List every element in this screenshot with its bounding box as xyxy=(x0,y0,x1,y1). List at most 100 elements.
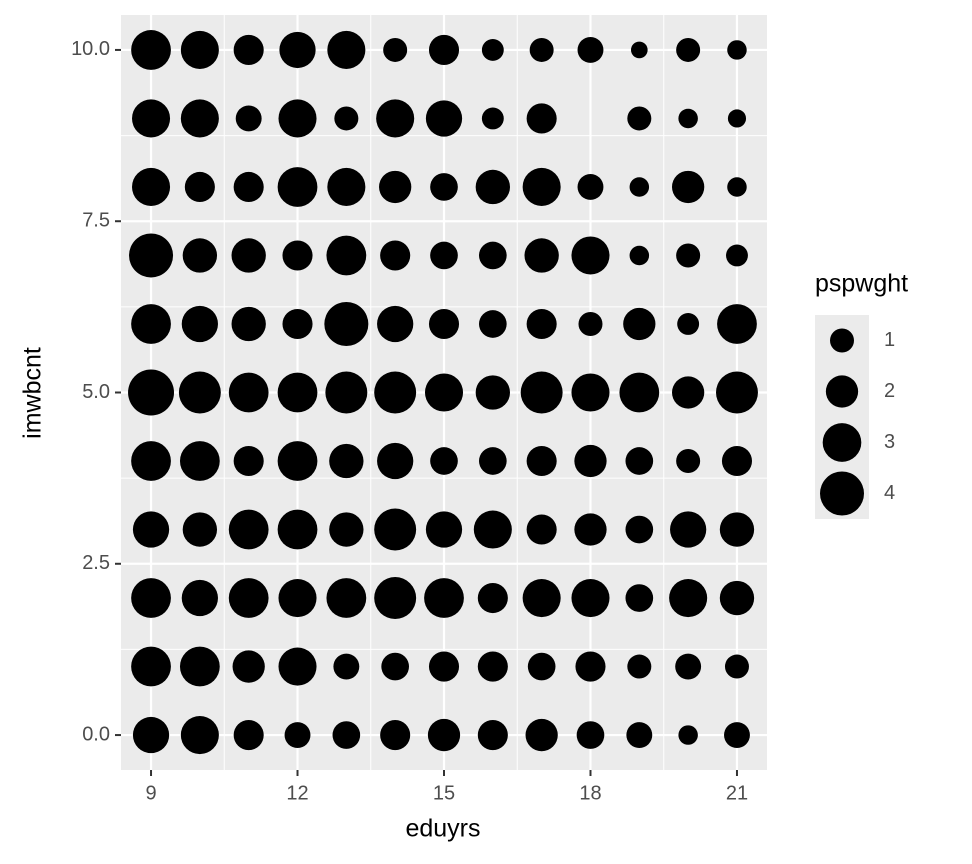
bubble xyxy=(327,167,366,206)
legend-label: 4 xyxy=(884,482,895,504)
bubble xyxy=(428,308,460,340)
bubble xyxy=(179,441,220,481)
points xyxy=(128,30,758,755)
bubble xyxy=(184,171,215,203)
bubble xyxy=(277,372,318,413)
bubble xyxy=(526,308,557,340)
bubble xyxy=(327,30,366,69)
bubble xyxy=(325,371,368,414)
bubble xyxy=(475,169,510,205)
axes: 9 12 15 18 21 0.0 2.5 5.0 7.5 10.0 xyxy=(71,38,748,804)
y-axis-title: imwbcnt xyxy=(19,347,47,439)
bubble xyxy=(626,722,653,749)
bubble xyxy=(132,511,170,548)
bubble xyxy=(374,371,417,414)
bubble xyxy=(678,725,698,745)
bubble xyxy=(727,109,747,128)
bubble xyxy=(180,99,219,138)
bubble xyxy=(526,514,557,545)
bubble xyxy=(284,722,311,749)
bubble xyxy=(478,310,507,338)
bubble xyxy=(727,40,747,60)
x-tick-label: 9 xyxy=(145,782,156,804)
bubble xyxy=(233,720,264,751)
bubble xyxy=(529,37,554,62)
legend: 1 2 3 4 xyxy=(815,315,895,519)
bubble xyxy=(727,177,747,197)
bubble xyxy=(131,304,171,344)
bubble xyxy=(228,372,269,413)
bubble xyxy=(577,36,604,63)
bubble xyxy=(182,512,218,547)
bubble xyxy=(228,578,269,618)
bubble xyxy=(630,41,648,59)
bubble xyxy=(477,720,508,751)
bubble xyxy=(428,651,460,682)
bubble xyxy=(629,177,650,197)
bubble xyxy=(625,515,654,544)
bubble xyxy=(132,99,171,138)
legend-label: 3 xyxy=(884,431,895,453)
bubble xyxy=(578,311,603,336)
bubble xyxy=(676,37,701,62)
bubble xyxy=(577,174,604,200)
bubble xyxy=(231,306,266,342)
x-tick-label: 15 xyxy=(433,782,455,804)
bubble xyxy=(574,444,607,478)
bubble xyxy=(522,167,561,206)
bubble xyxy=(131,441,171,481)
bubble xyxy=(425,100,463,137)
bubble xyxy=(376,99,415,138)
bubble xyxy=(719,580,755,616)
bubble xyxy=(279,31,316,69)
bubble xyxy=(381,652,410,681)
bubble xyxy=(669,579,708,618)
bubble xyxy=(526,103,557,134)
bubble xyxy=(671,376,705,409)
bubble xyxy=(129,233,174,278)
bubble xyxy=(481,38,504,61)
legend-label: 2 xyxy=(884,380,895,402)
bubble xyxy=(131,30,171,70)
bubble xyxy=(377,305,414,343)
legend-key xyxy=(830,328,854,353)
bubble xyxy=(721,445,753,477)
bubble xyxy=(715,371,758,414)
bubble xyxy=(670,511,707,548)
bubble xyxy=(324,301,369,346)
bubble xyxy=(527,652,556,681)
bubble xyxy=(329,443,364,479)
legend-label: 1 xyxy=(884,329,895,351)
bubble xyxy=(228,509,269,550)
bubble xyxy=(524,238,559,273)
bubble xyxy=(520,371,563,414)
bubble xyxy=(278,579,317,618)
bubble xyxy=(379,170,412,204)
bubble xyxy=(132,167,171,206)
bubble xyxy=(233,171,264,203)
bubble xyxy=(571,579,610,618)
bubble xyxy=(131,646,171,687)
bubble xyxy=(278,647,317,686)
bubble xyxy=(334,106,359,131)
bubble xyxy=(233,34,264,65)
bubble xyxy=(383,37,408,62)
bubble xyxy=(473,510,512,549)
bubble xyxy=(326,578,367,618)
bubble xyxy=(424,578,464,618)
bubble xyxy=(427,718,461,752)
bubble xyxy=(571,236,610,275)
bubble xyxy=(623,307,656,341)
bubble xyxy=(629,245,650,266)
bubble xyxy=(576,721,605,749)
bubble xyxy=(430,241,458,270)
bubble xyxy=(477,582,508,614)
bubble xyxy=(377,442,414,480)
bubble xyxy=(676,449,701,474)
bubble xyxy=(526,445,557,477)
bubble xyxy=(430,173,458,201)
y-tick-label: 2.5 xyxy=(82,552,110,574)
bubble xyxy=(522,579,561,618)
bubble xyxy=(282,308,313,340)
x-tick-label: 21 xyxy=(726,782,748,804)
